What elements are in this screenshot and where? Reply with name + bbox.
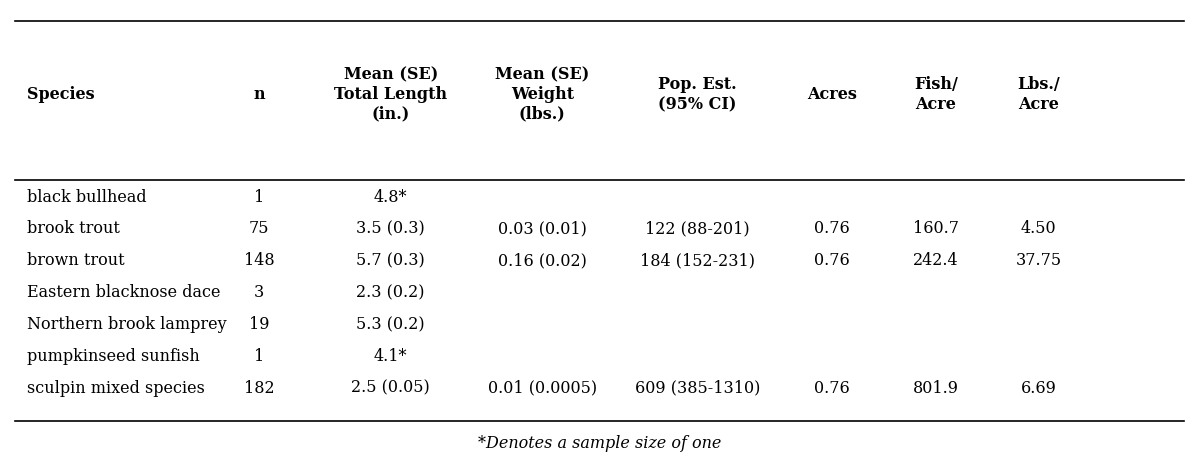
Text: Northern brook lamprey: Northern brook lamprey <box>26 316 227 333</box>
Text: 242.4: 242.4 <box>914 252 959 269</box>
Text: 37.75: 37.75 <box>1016 252 1062 269</box>
Text: Fish/
Acre: Fish/ Acre <box>914 76 958 113</box>
Text: 6.69: 6.69 <box>1020 379 1056 397</box>
Text: 0.76: 0.76 <box>814 252 850 269</box>
Text: 609 (385-1310): 609 (385-1310) <box>634 379 760 397</box>
Text: black bullhead: black bullhead <box>26 189 146 206</box>
Text: Mean (SE)
Weight
(lbs.): Mean (SE) Weight (lbs.) <box>495 66 590 123</box>
Text: 148: 148 <box>245 252 275 269</box>
Text: Pop. Est.
(95% CI): Pop. Est. (95% CI) <box>658 76 736 113</box>
Text: 0.76: 0.76 <box>814 379 850 397</box>
Text: 184 (152-231): 184 (152-231) <box>640 252 755 269</box>
Text: 2.5 (0.05): 2.5 (0.05) <box>351 379 430 397</box>
Text: Lbs./
Acre: Lbs./ Acre <box>1017 76 1060 113</box>
Text: 122 (88-201): 122 (88-201) <box>645 220 749 238</box>
Text: 3: 3 <box>254 284 265 301</box>
Text: 4.8*: 4.8* <box>374 189 408 206</box>
Text: 0.03 (0.01): 0.03 (0.01) <box>498 220 586 238</box>
Text: 801.9: 801.9 <box>914 379 959 397</box>
Text: 160.7: 160.7 <box>914 220 959 238</box>
Text: 75: 75 <box>249 220 270 238</box>
Text: Species: Species <box>26 86 95 103</box>
Text: *Denotes a sample size of one: *Denotes a sample size of one <box>478 435 721 452</box>
Text: n: n <box>253 86 265 103</box>
Text: 19: 19 <box>249 316 270 333</box>
Text: 1: 1 <box>254 348 265 365</box>
Text: 4.50: 4.50 <box>1020 220 1056 238</box>
Text: pumpkinseed sunfish: pumpkinseed sunfish <box>26 348 199 365</box>
Text: Mean (SE)
Total Length
(in.): Mean (SE) Total Length (in.) <box>335 66 447 123</box>
Text: 0.76: 0.76 <box>814 220 850 238</box>
Text: brook trout: brook trout <box>26 220 120 238</box>
Text: 3.5 (0.3): 3.5 (0.3) <box>356 220 424 238</box>
Text: Eastern blacknose dace: Eastern blacknose dace <box>26 284 221 301</box>
Text: sculpin mixed species: sculpin mixed species <box>26 379 205 397</box>
Text: 0.16 (0.02): 0.16 (0.02) <box>498 252 586 269</box>
Text: 182: 182 <box>245 379 275 397</box>
Text: Acres: Acres <box>807 86 857 103</box>
Text: 2.3 (0.2): 2.3 (0.2) <box>356 284 424 301</box>
Text: 1: 1 <box>254 189 265 206</box>
Text: 4.1*: 4.1* <box>374 348 408 365</box>
Text: brown trout: brown trout <box>26 252 125 269</box>
Text: 5.3 (0.2): 5.3 (0.2) <box>356 316 424 333</box>
Text: 0.01 (0.0005): 0.01 (0.0005) <box>488 379 597 397</box>
Text: 5.7 (0.3): 5.7 (0.3) <box>356 252 424 269</box>
